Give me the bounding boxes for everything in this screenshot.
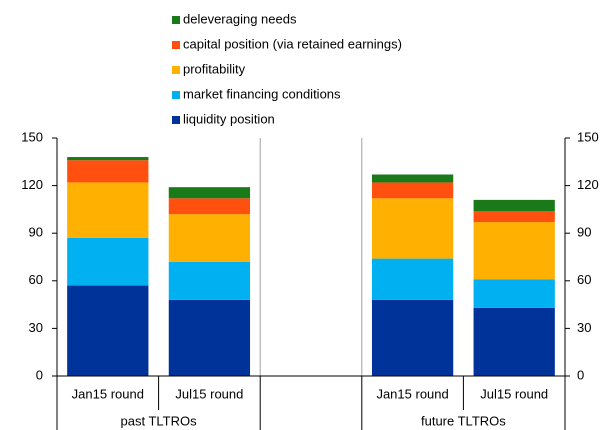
legend-swatch [172,16,180,24]
legend-label: liquidity position [183,111,275,126]
x-tick-label: Jul15 round [480,386,548,401]
y-tick-label: 30 [29,320,43,335]
bar-segment [473,279,555,308]
y2-tick-label: 90 [577,225,591,240]
y-tick-label: 90 [29,225,43,240]
legend-swatch [172,66,180,74]
y2-tick-label: 120 [577,177,599,192]
group-label: future TLTROs [421,413,506,428]
bar-segment [168,214,251,262]
bar-segment [473,307,555,376]
y-tick-label: 120 [21,177,43,192]
x-tick-label: Jul15 round [175,386,243,401]
y-tick-label: 0 [36,367,43,382]
bar-segment [168,187,251,199]
y2-tick-label: 150 [577,129,599,144]
legend-swatch [172,41,180,49]
bar-segment [67,157,149,161]
bar-segment [371,182,454,199]
bar-segment [67,182,149,238]
y-tick-label: 150 [21,129,43,144]
y2-tick-label: 0 [577,367,584,382]
bar-segment [168,261,251,300]
x-tick-label: Jan15 round [376,386,448,401]
bar-segment [371,299,454,376]
y2-tick-label: 30 [577,320,591,335]
bar-segment [473,222,555,280]
legend-swatch [172,116,180,124]
y2-tick-label: 60 [577,272,591,287]
bar-segment [371,258,454,300]
x-tick-label: Jan15 round [72,386,144,401]
bar-segment [67,285,149,376]
legend-swatch [172,91,180,99]
bar-segment [67,160,149,183]
group-label: past TLTROs [121,413,198,428]
bar-segment [168,299,251,376]
bar-segment [67,237,149,286]
bar-segment [168,198,251,215]
bar-segment [473,199,555,211]
y-tick-label: 60 [29,272,43,287]
bar-segment [371,174,454,183]
legend-label: deleveraging needs [183,11,297,26]
bar-segment [473,210,555,223]
legend-label: market financing conditions [183,86,341,101]
legend-label: capital position (via retained earnings) [183,36,402,51]
legend-label: profitability [183,61,246,76]
bar-segment [371,198,454,259]
